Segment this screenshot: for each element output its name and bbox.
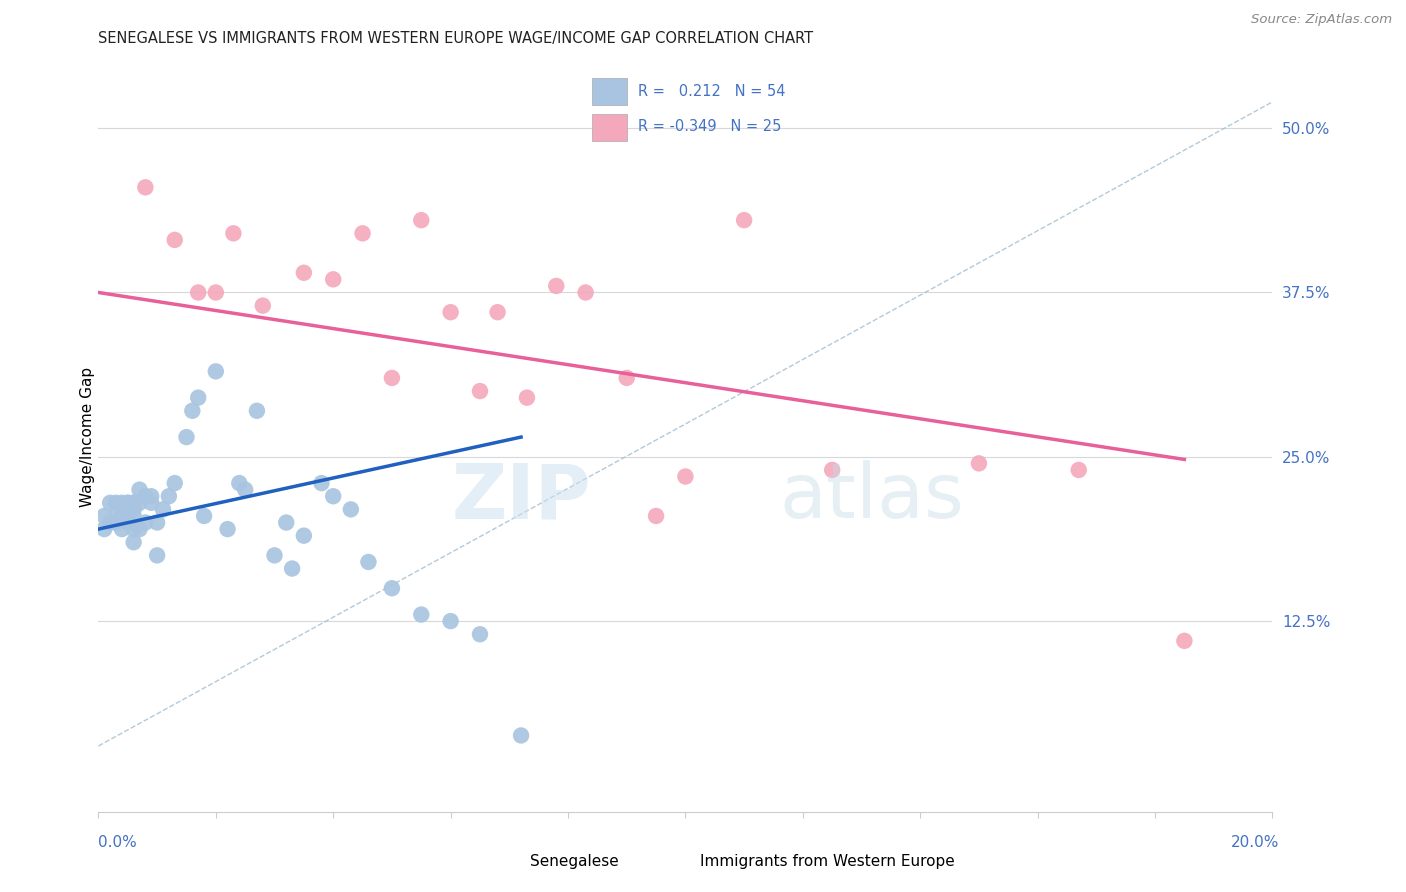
Point xyxy=(141,489,163,503)
Point xyxy=(205,285,228,300)
Point xyxy=(468,384,491,398)
Point xyxy=(252,299,274,313)
Point xyxy=(516,391,538,405)
Point xyxy=(411,213,433,227)
Point xyxy=(193,508,215,523)
Text: 0.0%: 0.0% xyxy=(98,836,138,850)
Point xyxy=(146,516,169,530)
Point xyxy=(281,561,304,575)
Point xyxy=(222,227,245,241)
Point xyxy=(510,729,533,743)
Point xyxy=(176,430,198,444)
Point xyxy=(105,496,128,510)
Point xyxy=(1173,633,1195,648)
Point xyxy=(134,516,156,530)
Point xyxy=(163,233,186,247)
Point xyxy=(128,522,150,536)
Point xyxy=(411,607,433,622)
Text: SENEGALESE VS IMMIGRANTS FROM WESTERN EUROPE WAGE/INCOME GAP CORRELATION CHART: SENEGALESE VS IMMIGRANTS FROM WESTERN EU… xyxy=(98,31,814,46)
Text: ZIP: ZIP xyxy=(451,460,592,534)
Point xyxy=(128,483,150,497)
Point xyxy=(146,549,169,563)
Point xyxy=(117,508,139,523)
Point xyxy=(381,371,404,385)
Point xyxy=(486,305,509,319)
Point xyxy=(122,535,145,549)
Point xyxy=(181,404,204,418)
Point xyxy=(111,508,134,523)
Point xyxy=(292,266,315,280)
Point xyxy=(233,483,256,497)
Text: Source: ZipAtlas.com: Source: ZipAtlas.com xyxy=(1251,13,1392,27)
Point xyxy=(967,456,990,470)
Bar xyxy=(592,78,627,105)
Point xyxy=(105,516,128,530)
Point xyxy=(311,476,333,491)
Point xyxy=(93,508,115,523)
Point xyxy=(187,391,209,405)
Text: R = -0.349   N = 25: R = -0.349 N = 25 xyxy=(638,120,782,134)
Point xyxy=(122,496,145,510)
Point xyxy=(381,581,404,595)
Point xyxy=(111,496,134,510)
Point xyxy=(122,502,145,516)
Point xyxy=(352,227,374,241)
Point xyxy=(575,285,598,300)
Point xyxy=(163,476,186,491)
Point xyxy=(152,502,174,516)
Point xyxy=(157,489,180,503)
Point xyxy=(205,364,228,378)
Point xyxy=(322,272,344,286)
Point xyxy=(134,489,156,503)
Point xyxy=(1067,463,1090,477)
Point xyxy=(122,508,145,523)
Point xyxy=(263,549,285,563)
Point xyxy=(546,279,568,293)
Text: atlas: atlas xyxy=(779,460,965,534)
Point xyxy=(733,213,755,227)
Text: Senegalese: Senegalese xyxy=(530,855,619,869)
Point xyxy=(645,508,668,523)
Point xyxy=(122,496,145,510)
Point xyxy=(276,516,298,530)
Point xyxy=(440,305,463,319)
Point xyxy=(105,508,128,523)
Point xyxy=(675,469,697,483)
Point xyxy=(357,555,380,569)
Point xyxy=(128,496,150,510)
Point xyxy=(322,489,344,503)
Point xyxy=(117,496,139,510)
Point xyxy=(187,285,209,300)
Y-axis label: Wage/Income Gap: Wage/Income Gap xyxy=(80,367,94,508)
Point xyxy=(616,371,638,385)
Point xyxy=(141,496,163,510)
Point xyxy=(340,502,363,516)
Text: Immigrants from Western Europe: Immigrants from Western Europe xyxy=(700,855,955,869)
Point xyxy=(93,522,115,536)
Point xyxy=(122,522,145,536)
Point xyxy=(111,522,134,536)
Point xyxy=(98,516,121,530)
Point xyxy=(821,463,844,477)
Text: R =   0.212   N = 54: R = 0.212 N = 54 xyxy=(638,85,786,99)
Point xyxy=(117,496,139,510)
Text: 20.0%: 20.0% xyxy=(1232,836,1279,850)
Point xyxy=(228,476,250,491)
Point xyxy=(292,529,315,543)
Bar xyxy=(592,114,627,141)
Point xyxy=(440,614,463,628)
Point xyxy=(117,516,139,530)
Point xyxy=(217,522,239,536)
Point xyxy=(246,404,269,418)
Point xyxy=(134,180,156,194)
Point xyxy=(468,627,491,641)
Point xyxy=(98,496,121,510)
